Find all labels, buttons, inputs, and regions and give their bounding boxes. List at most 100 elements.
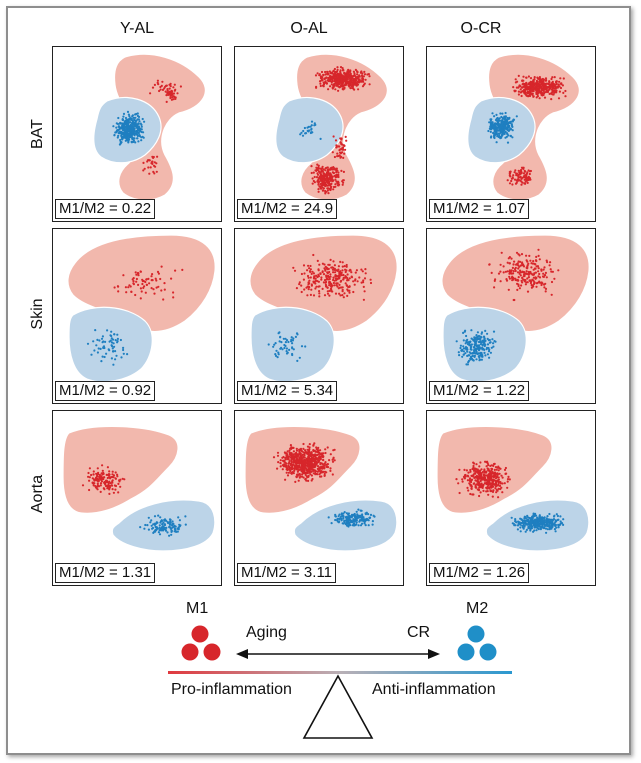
cell-point bbox=[151, 86, 155, 89]
cell-point bbox=[169, 523, 172, 526]
cell-point bbox=[339, 294, 342, 297]
cell-point bbox=[318, 73, 321, 76]
cell-point bbox=[92, 473, 95, 476]
cell-point bbox=[469, 492, 472, 496]
cell-point bbox=[489, 485, 492, 488]
cell-point bbox=[292, 456, 295, 459]
cell-point bbox=[124, 116, 128, 120]
cell-point bbox=[315, 446, 318, 449]
cell-point bbox=[319, 137, 322, 140]
ratio-label: M1/M2 = 5.34 bbox=[237, 381, 338, 401]
cell-point bbox=[312, 472, 315, 475]
cell-point bbox=[522, 75, 525, 78]
cell-point bbox=[555, 80, 558, 83]
cell-point bbox=[538, 276, 542, 279]
cell-point bbox=[324, 265, 327, 268]
cell-point bbox=[562, 77, 565, 80]
m2-cell-points bbox=[487, 111, 518, 144]
cell-point bbox=[118, 143, 121, 146]
cell-point bbox=[362, 298, 365, 301]
cell-point bbox=[135, 123, 138, 126]
m1-cell-points bbox=[272, 442, 336, 483]
cell-point bbox=[556, 514, 559, 518]
cell-point bbox=[487, 129, 490, 133]
cell-point bbox=[353, 79, 356, 82]
cell-point bbox=[535, 285, 538, 288]
cell-point bbox=[470, 487, 473, 490]
cell-point bbox=[537, 275, 540, 278]
cell-point bbox=[116, 129, 119, 132]
cell-point bbox=[529, 86, 533, 89]
cell-point bbox=[323, 294, 327, 297]
cell-point bbox=[111, 470, 114, 473]
cell-point bbox=[489, 130, 492, 133]
cell-point bbox=[116, 333, 119, 336]
cell-point bbox=[299, 462, 302, 465]
cell-point bbox=[494, 118, 498, 122]
cell-point bbox=[359, 524, 363, 527]
cell-point bbox=[317, 280, 320, 283]
cell-point bbox=[506, 480, 509, 483]
cell-point bbox=[519, 88, 522, 91]
cell-point bbox=[520, 94, 523, 98]
cell-point bbox=[548, 92, 551, 95]
cell-point bbox=[520, 168, 523, 172]
cell-point bbox=[360, 71, 363, 74]
cell-point bbox=[325, 82, 328, 85]
cell-point bbox=[328, 277, 331, 281]
cell-point bbox=[134, 141, 137, 144]
cell-point bbox=[328, 263, 331, 266]
cell-point bbox=[526, 260, 529, 263]
cell-point bbox=[364, 78, 367, 81]
cell-point bbox=[112, 125, 115, 128]
cell-point bbox=[91, 477, 94, 480]
cell-point bbox=[324, 451, 327, 455]
cell-point bbox=[123, 126, 126, 129]
cell-point bbox=[319, 471, 322, 474]
cell-point bbox=[502, 271, 505, 274]
cell-point bbox=[493, 128, 496, 131]
cell-point bbox=[332, 271, 335, 274]
cell-point bbox=[335, 180, 338, 183]
cell-point bbox=[322, 273, 326, 276]
m1-cell-points bbox=[488, 248, 560, 302]
cell-point bbox=[550, 293, 553, 296]
cell-point bbox=[550, 98, 553, 101]
cell-point bbox=[167, 521, 171, 525]
cell-point bbox=[518, 272, 521, 275]
cell-point bbox=[116, 337, 119, 340]
cell-point bbox=[556, 518, 559, 522]
cell-point bbox=[110, 357, 113, 360]
cell-point bbox=[148, 159, 151, 162]
cell-point bbox=[483, 344, 486, 348]
cell-point bbox=[511, 129, 514, 132]
cell-point bbox=[490, 346, 493, 349]
cell-point bbox=[479, 335, 482, 338]
cell-point bbox=[329, 469, 332, 472]
cell-point bbox=[494, 466, 498, 469]
cell-point bbox=[516, 271, 520, 274]
cell-point bbox=[508, 174, 511, 177]
cell-point bbox=[303, 452, 306, 455]
cell-point bbox=[507, 257, 510, 260]
cell-point bbox=[339, 148, 342, 151]
cell-point bbox=[517, 173, 520, 177]
cell-point bbox=[544, 85, 547, 88]
cell-point bbox=[117, 125, 120, 128]
cell-point bbox=[152, 288, 155, 291]
cell-point bbox=[322, 74, 325, 77]
cell-point bbox=[120, 141, 123, 144]
cell-point bbox=[490, 135, 493, 138]
cell-point bbox=[508, 275, 511, 278]
cell-point bbox=[324, 184, 328, 187]
cell-point bbox=[310, 165, 313, 168]
cell-point bbox=[284, 464, 287, 467]
cell-point bbox=[312, 253, 315, 257]
cell-point bbox=[490, 475, 493, 478]
cell-point bbox=[140, 139, 143, 142]
cell-point bbox=[336, 275, 339, 278]
cell-point bbox=[531, 93, 534, 96]
cell-point bbox=[468, 351, 471, 354]
cell-point bbox=[468, 341, 472, 344]
cell-point bbox=[110, 330, 113, 333]
